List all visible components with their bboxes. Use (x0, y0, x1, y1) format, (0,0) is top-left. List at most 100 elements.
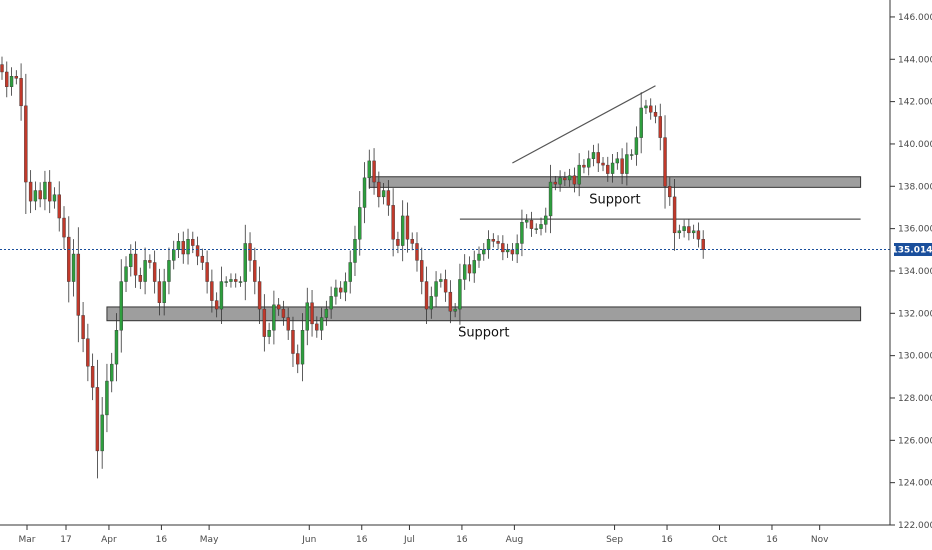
candle-body (649, 105, 653, 113)
candle-body (525, 219, 529, 223)
candle (105, 363, 109, 433)
candle-body (119, 281, 123, 331)
x-tick-label: 16 (156, 535, 168, 545)
candle (238, 276, 243, 287)
y-tick-label: 146.000 (898, 13, 932, 23)
candle (5, 61, 9, 98)
candle (415, 232, 419, 272)
candle-body (334, 287, 338, 297)
candle (587, 150, 591, 176)
candle (272, 290, 276, 345)
candle (100, 397, 104, 469)
candle (305, 287, 309, 346)
candle (219, 266, 224, 324)
candle (24, 73, 28, 215)
candle (687, 218, 691, 241)
y-tick-label: 126.000 (898, 436, 932, 446)
candle (248, 232, 252, 272)
candle (515, 234, 519, 264)
candle-body (625, 154, 629, 174)
candle (253, 247, 257, 295)
candle (138, 267, 143, 290)
candle (43, 170, 47, 211)
candle-body (429, 296, 433, 310)
candle-body (262, 308, 267, 337)
candle-body (596, 152, 600, 164)
x-tick-label: 16 (766, 535, 778, 545)
candle (529, 211, 534, 237)
candle-body (324, 308, 329, 318)
candle (262, 294, 267, 352)
candle-body (696, 230, 701, 240)
candle (38, 182, 42, 208)
candle-body (658, 116, 662, 138)
candle (48, 170, 52, 214)
candle-body (191, 239, 195, 246)
candle-body (76, 253, 81, 316)
candle (71, 239, 76, 297)
candle (95, 359, 100, 479)
x-tick-label: Jul (403, 535, 415, 545)
candle-body (448, 291, 453, 312)
candle (658, 103, 662, 151)
candle-body (267, 330, 271, 337)
candle (453, 303, 457, 318)
candle (424, 266, 429, 324)
x-tick-label: 17 (60, 535, 71, 545)
x-tick-label: Apr (101, 535, 117, 545)
candle (467, 256, 472, 282)
candle-body (248, 243, 252, 261)
candle (362, 162, 367, 224)
candle-body (286, 317, 290, 331)
candle-body (24, 105, 28, 183)
candle (544, 207, 548, 233)
candle-body (434, 281, 438, 297)
candle-body (381, 190, 386, 198)
y-tick-label: 136.000 (898, 225, 932, 235)
candle-body (14, 76, 19, 79)
candle (86, 323, 90, 382)
candle-body (668, 186, 672, 198)
candle (458, 263, 462, 325)
candle (133, 241, 138, 288)
candle-body (38, 190, 42, 200)
candle (439, 273, 443, 288)
candle (505, 243, 510, 258)
candle-body (33, 190, 38, 202)
candle-body (315, 323, 319, 331)
support-zone (106, 306, 862, 322)
candle-body (396, 239, 400, 246)
candle (434, 271, 438, 307)
candle (410, 232, 414, 251)
candle (195, 236, 200, 266)
candle (9, 67, 14, 96)
candle-body (601, 162, 605, 166)
candle (563, 171, 567, 186)
candle (129, 244, 133, 277)
candle (358, 191, 362, 256)
candle-body (148, 260, 152, 263)
candle-body (143, 260, 147, 282)
candle (181, 231, 185, 264)
candle (62, 206, 66, 250)
candle-body (28, 181, 33, 202)
candle (81, 301, 85, 353)
candle (525, 214, 529, 229)
candle (205, 250, 209, 294)
candle (267, 322, 271, 345)
candle-body (257, 281, 262, 310)
candle (57, 181, 61, 232)
candle (291, 316, 295, 367)
candle (90, 353, 95, 401)
candle (28, 170, 33, 214)
candle (405, 202, 410, 253)
plot-background (0, 0, 890, 525)
candle (114, 313, 119, 382)
candle-body (272, 304, 276, 331)
support-zone (368, 176, 862, 188)
candle (649, 98, 653, 120)
candle (420, 247, 424, 295)
candlestick-series (0, 56, 705, 479)
candle-body (214, 300, 219, 310)
